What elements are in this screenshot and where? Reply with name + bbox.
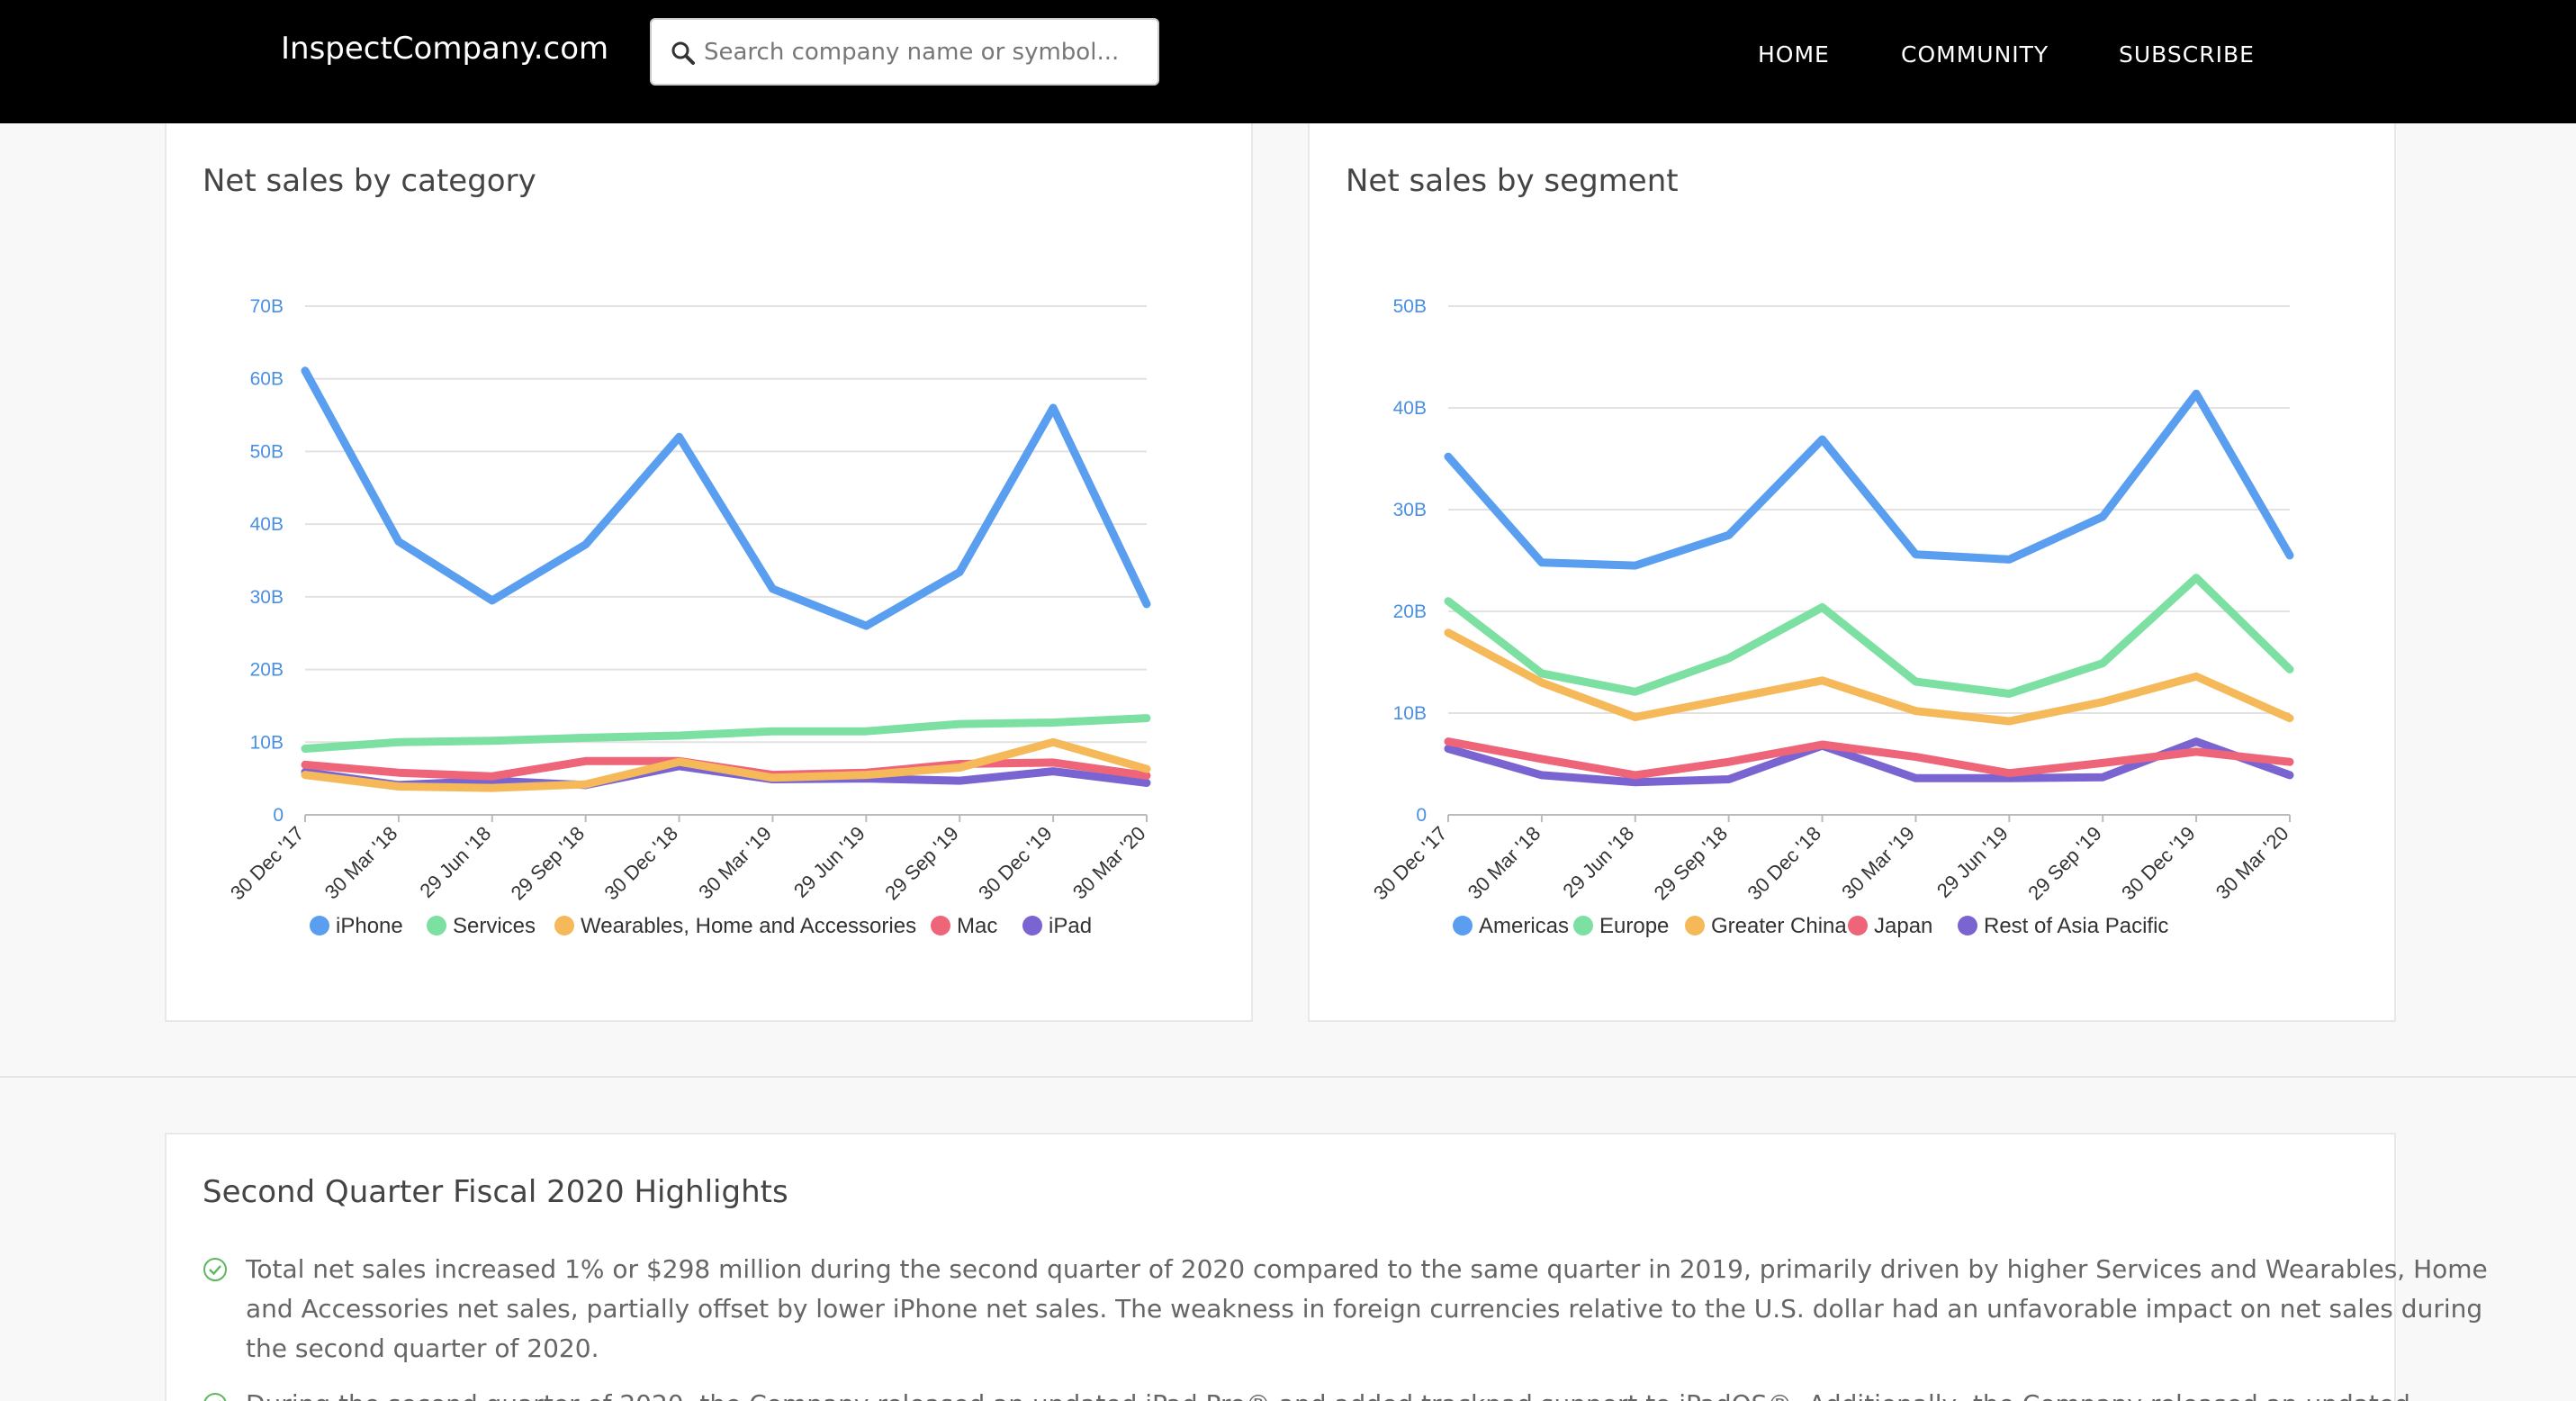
x-tick-label: 30 Dec '19 [974,822,1057,905]
legend-marker [1685,916,1705,936]
legend-label: Greater China [1711,914,1847,938]
x-tick-label: 29 Sep '18 [1650,822,1733,905]
section-divider [0,1076,2576,1078]
highlight-item: During the second quarter of 2020, the C… [203,1385,2525,1401]
x-tick-label: 29 Sep '19 [2023,822,2106,905]
series-line-japan [1444,737,2294,780]
series-line-americas [1444,389,2294,570]
series-line-europe [1444,574,2294,698]
search-icon [671,41,695,65]
y-tick-label: 0 [273,805,284,826]
check-circle-icon [203,1393,227,1401]
legend-marker [427,916,446,936]
brand-logo[interactable]: InspectCompany.com [281,31,609,67]
chart-title-segment: Net sales by segment [1346,163,1679,199]
x-tick-label: 29 Jun '19 [789,822,869,902]
highlights-card: Second Quarter Fiscal 2020 Highlights To… [165,1133,2488,1401]
y-tick-label: 40B [250,514,284,535]
legend-marker [1022,916,1042,936]
legend-label: Japan [1874,914,1932,938]
series-line-greater-china [1444,628,2294,726]
y-tick-label: 50B [250,441,284,462]
nav-subscribe[interactable]: SUBSCRIBE [2119,41,2255,68]
chart-title-category: Net sales by category [203,163,536,199]
y-tick-label: 60B [250,369,284,390]
x-tick-label: 30 Dec '19 [2117,822,2200,905]
x-tick-label: 30 Dec '17 [1369,822,1452,905]
chart-card-segment: Net sales by segment 0 10B 20B 30B 40B 50B 30 … [1308,123,2396,1022]
highlight-text: During the second quarter of 2020, the C… [246,1389,2410,1401]
y-tick-label: 30B [250,587,284,608]
x-tick-label: 30 Dec '17 [226,822,309,905]
y-tick-label: 40B [1393,398,1427,419]
y-tick-label: 10B [1393,703,1427,724]
y-tick-label: 0 [1416,805,1427,826]
x-tick-label: 30 Dec '18 [1743,822,1826,905]
legend-marker [1958,916,1977,936]
highlights-list: Total net sales increased 1% or $298 mil… [203,1250,2525,1401]
x-tick-label: 29 Jun '18 [1558,822,1638,902]
legend-marker [1453,916,1473,936]
series-line-services [301,714,1151,753]
legend-label: iPhone [336,914,403,938]
y-tick-label: 70B [250,296,284,317]
x-tick-label: 29 Jun '18 [415,822,495,902]
legend-label: Services [453,914,536,938]
y-tick-label: 20B [1393,601,1427,622]
x-tick-label: 29 Jun '19 [1932,822,2013,902]
legend-marker [931,916,950,936]
highlights-title: Second Quarter Fiscal 2020 Highlights [203,1174,788,1210]
y-tick-label: 20B [250,660,284,681]
legend-marker [1573,916,1593,936]
y-tick-label: 10B [250,732,284,753]
top-navbar: InspectCompany.com HOME COMMUNITY SUBSCR… [0,0,2576,123]
x-tick-label: 30 Mar '18 [1464,822,1545,904]
legend-label: iPad [1049,914,1092,938]
legend-label: Americas [1479,914,1569,938]
x-tick-label: 29 Sep '18 [507,822,590,905]
search-input[interactable] [704,27,1145,77]
search-box[interactable] [650,18,1159,86]
x-tick-label: 30 Dec '18 [600,822,683,905]
legend-marker [310,916,329,936]
y-tick-label: 50B [1393,296,1427,317]
x-tick-label: 30 Mar '18 [320,822,402,904]
x-tick-label: 30 Mar '20 [2211,822,2293,904]
series-line-wearables-home-and-accessories [301,737,1151,792]
x-tick-label: 29 Sep '19 [880,822,963,905]
series-line-iphone [301,366,1151,630]
highlight-text: Total net sales increased 1% or $298 mil… [246,1254,2488,1363]
legend-label: Rest of Asia Pacific [1984,914,2168,938]
legend-label: Mac [957,914,997,938]
y-tick-label: 30B [1393,500,1427,520]
nav-home[interactable]: HOME [1758,41,1830,68]
legend-marker [1848,916,1868,936]
x-tick-label: 30 Mar '19 [694,822,776,904]
legend-marker [554,916,574,936]
check-circle-icon [203,1258,227,1281]
legend-label: Europe [1599,914,1669,938]
x-tick-label: 30 Mar '19 [1837,822,1919,904]
x-tick-label: 30 Mar '20 [1068,822,1150,904]
highlight-item: Total net sales increased 1% or $298 mil… [203,1250,2525,1369]
chart-card-category: Net sales by category 0 10B 20B 30B 40B 50B 60… [165,123,1253,1022]
legend-label: Wearables, Home and Accessories [581,914,916,938]
nav-community[interactable]: COMMUNITY [1901,41,2049,68]
